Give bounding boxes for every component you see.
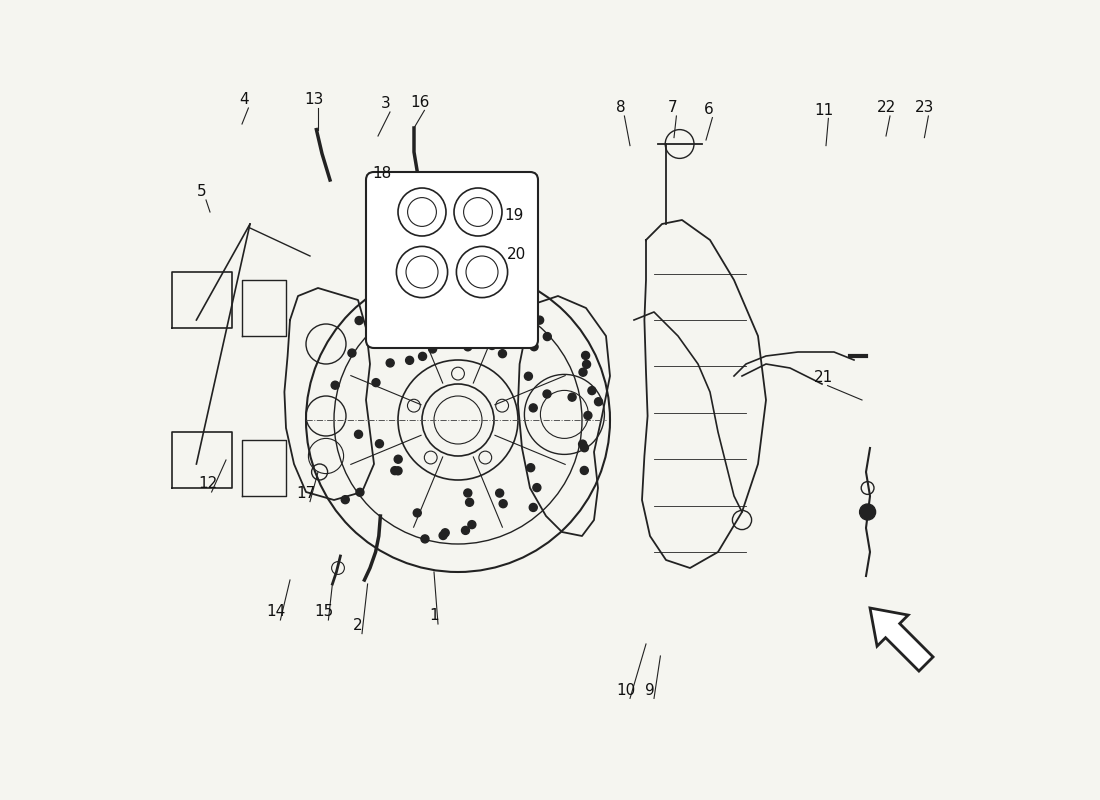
Circle shape (487, 314, 495, 322)
Circle shape (498, 350, 506, 358)
Text: 11: 11 (815, 103, 834, 118)
Circle shape (581, 444, 589, 452)
Circle shape (488, 342, 496, 350)
Circle shape (355, 317, 363, 325)
Text: 20: 20 (507, 247, 526, 262)
Circle shape (532, 484, 541, 492)
Circle shape (587, 386, 596, 394)
Circle shape (536, 316, 543, 324)
Text: 5: 5 (197, 185, 207, 199)
Circle shape (421, 535, 429, 543)
Circle shape (448, 298, 455, 306)
Circle shape (583, 360, 591, 368)
Circle shape (429, 345, 437, 353)
Text: 2: 2 (353, 618, 363, 633)
Text: 18: 18 (373, 166, 392, 181)
Circle shape (568, 393, 576, 401)
Text: 6: 6 (704, 102, 713, 117)
Circle shape (462, 526, 470, 534)
FancyArrow shape (870, 608, 933, 671)
Circle shape (543, 390, 551, 398)
Circle shape (527, 464, 535, 472)
Text: 9: 9 (645, 683, 654, 698)
Circle shape (464, 343, 472, 351)
Text: 21: 21 (814, 370, 833, 385)
Text: 12: 12 (198, 477, 217, 491)
Circle shape (331, 382, 339, 390)
Circle shape (530, 342, 538, 350)
Text: 10: 10 (616, 683, 636, 698)
Text: 7: 7 (668, 101, 678, 115)
Circle shape (464, 489, 472, 497)
Circle shape (441, 529, 449, 537)
Circle shape (406, 356, 414, 364)
Circle shape (579, 440, 586, 448)
Circle shape (372, 378, 379, 386)
Circle shape (414, 317, 421, 325)
Text: 4: 4 (240, 93, 250, 107)
Circle shape (412, 318, 420, 326)
Circle shape (418, 314, 426, 322)
Text: 17: 17 (296, 486, 316, 501)
Text: 22: 22 (877, 101, 895, 115)
FancyBboxPatch shape (366, 172, 538, 348)
Text: 15: 15 (315, 605, 334, 619)
Circle shape (414, 509, 421, 517)
Circle shape (419, 330, 427, 338)
Circle shape (394, 455, 403, 463)
Circle shape (356, 488, 364, 496)
Text: 8: 8 (616, 101, 625, 115)
Text: 23: 23 (915, 101, 934, 115)
Circle shape (390, 466, 399, 474)
Circle shape (354, 430, 363, 438)
Circle shape (581, 466, 589, 474)
Circle shape (529, 503, 537, 511)
Text: 19: 19 (504, 209, 524, 223)
Circle shape (468, 521, 476, 529)
Circle shape (525, 372, 532, 380)
Circle shape (859, 504, 876, 520)
Circle shape (529, 404, 537, 412)
Text: 13: 13 (305, 93, 323, 107)
Circle shape (419, 352, 427, 360)
Circle shape (429, 323, 437, 331)
Circle shape (386, 359, 394, 367)
Text: 14: 14 (267, 605, 286, 619)
Circle shape (582, 351, 590, 359)
Circle shape (375, 440, 384, 448)
Circle shape (439, 531, 447, 539)
Circle shape (584, 411, 592, 419)
Text: 1: 1 (429, 609, 439, 623)
Circle shape (499, 500, 507, 508)
Circle shape (394, 467, 402, 475)
Circle shape (594, 398, 603, 406)
Text: 3: 3 (381, 97, 390, 111)
Text: 16: 16 (410, 95, 430, 110)
Circle shape (496, 489, 504, 497)
Circle shape (543, 333, 551, 341)
Circle shape (341, 496, 349, 504)
Circle shape (433, 309, 441, 317)
Circle shape (465, 498, 474, 506)
Circle shape (579, 368, 587, 376)
Circle shape (348, 349, 356, 357)
